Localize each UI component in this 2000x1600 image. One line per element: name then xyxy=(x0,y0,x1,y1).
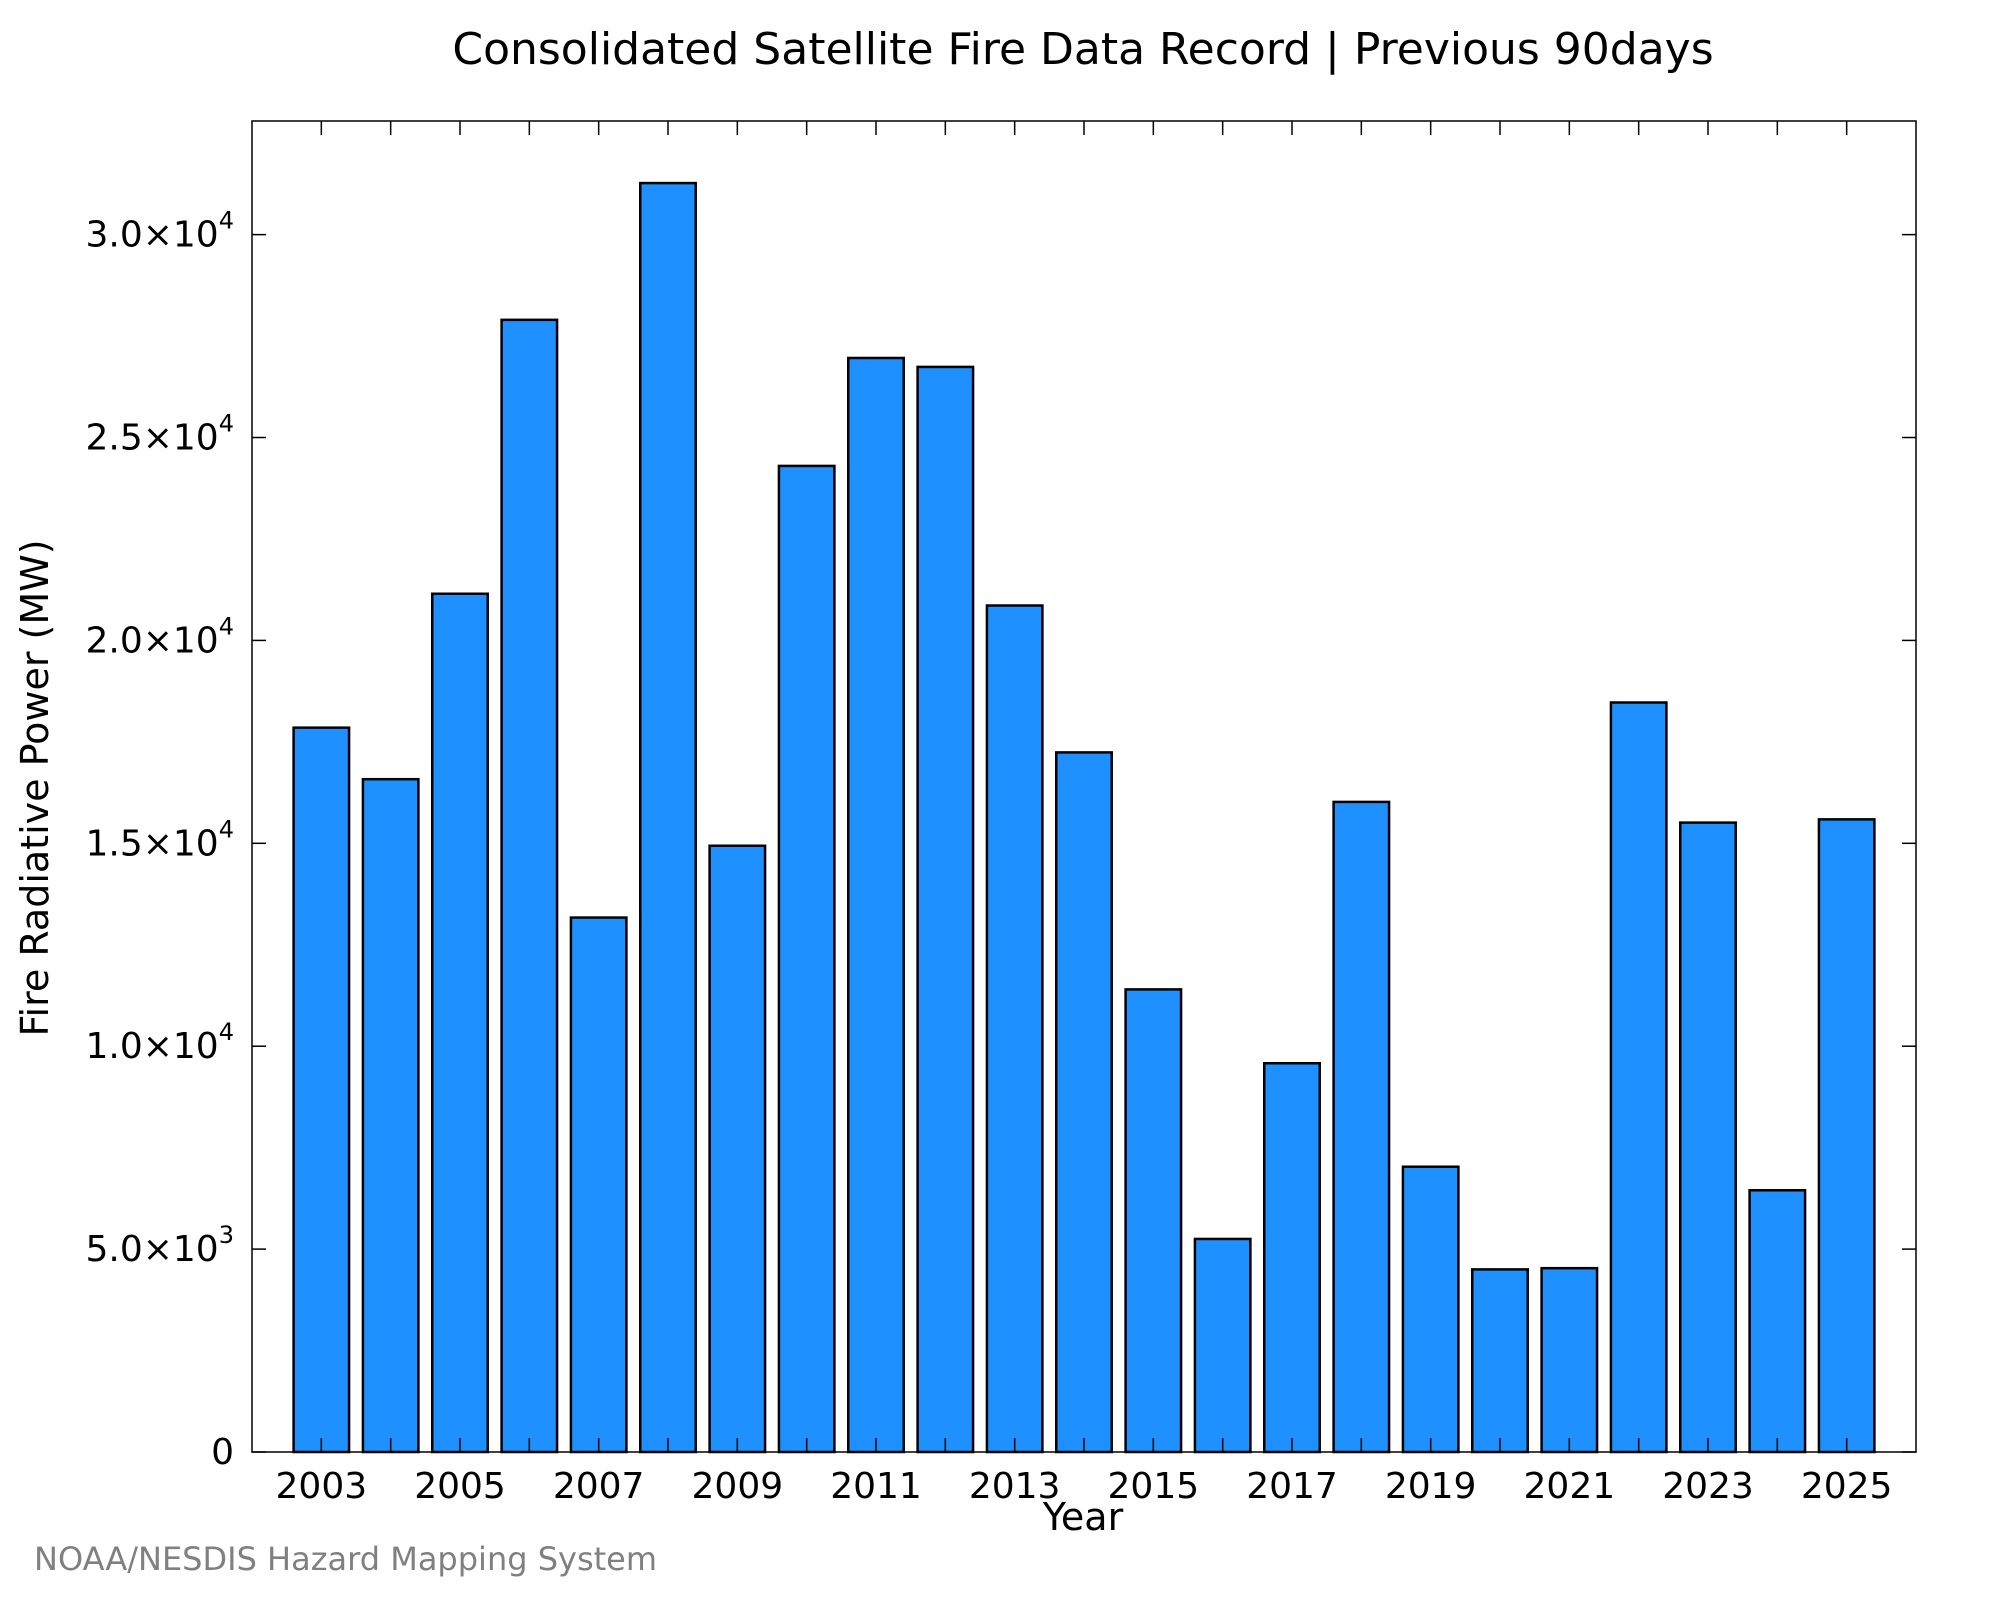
y-tick-label-20000: 2.0×104 xyxy=(85,612,234,661)
x-axis-label: Year xyxy=(1042,1495,1124,1539)
x-tick-label-2013: 2013 xyxy=(969,1466,1061,1507)
y-tick-label-15000: 1.5×104 xyxy=(85,815,234,864)
bar-2011 xyxy=(847,356,905,1454)
bar-2023 xyxy=(1679,821,1737,1454)
x-tick-label-2015: 2015 xyxy=(1108,1466,1200,1507)
bar-2004 xyxy=(361,777,420,1454)
y-tick-label-0: 0 xyxy=(211,1432,234,1473)
bar-2014 xyxy=(1055,751,1113,1454)
bar-2016 xyxy=(1193,1237,1252,1454)
bar-2010 xyxy=(777,464,836,1454)
x-tick-label-2023: 2023 xyxy=(1662,1466,1754,1507)
y-tick-label-5000: 5.0×103 xyxy=(85,1221,234,1270)
bar-2003 xyxy=(292,726,351,1454)
bar-2015 xyxy=(1124,988,1183,1454)
bar-2025 xyxy=(1817,818,1876,1454)
bar-2007 xyxy=(569,916,628,1454)
bar-2021 xyxy=(1540,1266,1599,1454)
bar-2012 xyxy=(916,365,975,1454)
plot-area: 2003 2005 2007 2009 2011 2013 2015 2017 2019 2021… xyxy=(85,120,1917,1507)
bar-2017 xyxy=(1263,1062,1321,1454)
y-tick-label-10000: 1.0×104 xyxy=(85,1018,234,1067)
bar-2009 xyxy=(708,844,767,1454)
credit-label: NOAA/NESDIS Hazard Mapping System xyxy=(34,1540,657,1578)
x-tick-label-2021: 2021 xyxy=(1524,1466,1616,1507)
y-axis-label: Fire Radiative Power (MW) xyxy=(13,539,57,1036)
bar-2019 xyxy=(1401,1165,1460,1454)
y-tick-label-30000: 3.0×104 xyxy=(85,207,234,256)
bar-2020 xyxy=(1471,1268,1529,1454)
x-tick-label-2005: 2005 xyxy=(414,1466,506,1507)
y-tick-label-25000: 2.5×104 xyxy=(85,410,234,459)
x-tick-label-2003: 2003 xyxy=(276,1466,368,1507)
x-tick-label-2019: 2019 xyxy=(1385,1466,1477,1507)
bar-2022 xyxy=(1609,701,1668,1454)
x-tick-label-2009: 2009 xyxy=(692,1466,784,1507)
bar-2018 xyxy=(1332,800,1391,1454)
bar-2008 xyxy=(639,181,697,1454)
x-tick-label-2025: 2025 xyxy=(1801,1466,1893,1507)
x-tick-label-2011: 2011 xyxy=(830,1466,922,1507)
bar-2024 xyxy=(1748,1189,1807,1454)
x-tick-label-2007: 2007 xyxy=(553,1466,645,1507)
x-tick-label-2017: 2017 xyxy=(1246,1466,1338,1507)
bar-2006 xyxy=(500,318,559,1454)
bar-2005 xyxy=(431,592,489,1454)
bar-2013 xyxy=(985,604,1044,1454)
chart-title: Consolidated Satellite Fire Data Record … xyxy=(452,24,1713,75)
